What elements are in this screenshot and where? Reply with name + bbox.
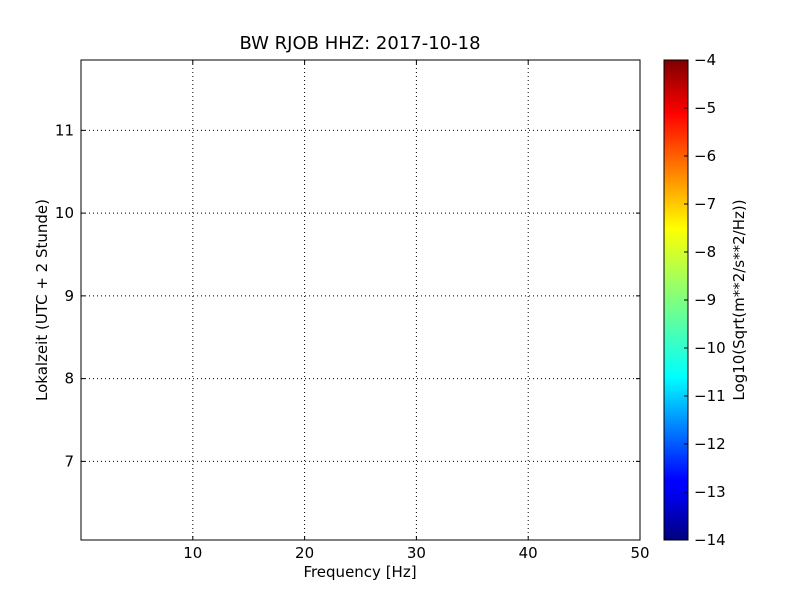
y-tick-label: 10 (55, 204, 74, 222)
colorbar-tick-label: −6 (694, 147, 716, 165)
x-axis-ticks: 10 20 30 40 50 (183, 60, 650, 562)
colorbar-tick-label: −11 (694, 387, 726, 405)
colorbar-tick-label: −9 (694, 291, 716, 309)
colorbar-tick-label: −13 (694, 483, 726, 501)
x-tick-label: 10 (183, 544, 202, 562)
colorbar-tick-label: −14 (694, 531, 726, 549)
y-axis-ticks: 7 8 9 10 11 (55, 121, 640, 470)
colorbar-label: Log10(Sqrt(m**2/s**2/Hz)) (730, 199, 748, 400)
colorbar-tick-label: −7 (694, 195, 716, 213)
x-tick-label: 20 (295, 544, 314, 562)
x-tick-label: 30 (407, 544, 426, 562)
colorbar-tick-label: −10 (694, 339, 726, 357)
colorbar-tick-label: −12 (694, 435, 726, 453)
colorbar-tick-label: −8 (694, 243, 716, 261)
y-tick-label: 11 (55, 121, 74, 139)
x-tick-label: 50 (630, 544, 649, 562)
y-tick-label: 8 (64, 370, 74, 388)
x-axis-label: Frequency [Hz] (303, 563, 416, 581)
y-tick-label: 9 (64, 287, 74, 305)
y-axis-label: Lokalzeit (UTC + 2 Stunde) (33, 199, 51, 401)
grid-lines (81, 60, 640, 540)
colorbar-tick-label: −4 (694, 51, 716, 69)
colorbar-tick-label: −5 (694, 99, 716, 117)
colorbar-ticks: −4 −5 −6 −7 −8 −9 −10 −11 −12 −13 −14 (684, 51, 726, 549)
plot-frame (80, 59, 641, 541)
chart-title: BW RJOB HHZ: 2017-10-18 (239, 33, 480, 54)
y-tick-label: 7 (64, 452, 74, 470)
x-tick-label: 40 (519, 544, 538, 562)
